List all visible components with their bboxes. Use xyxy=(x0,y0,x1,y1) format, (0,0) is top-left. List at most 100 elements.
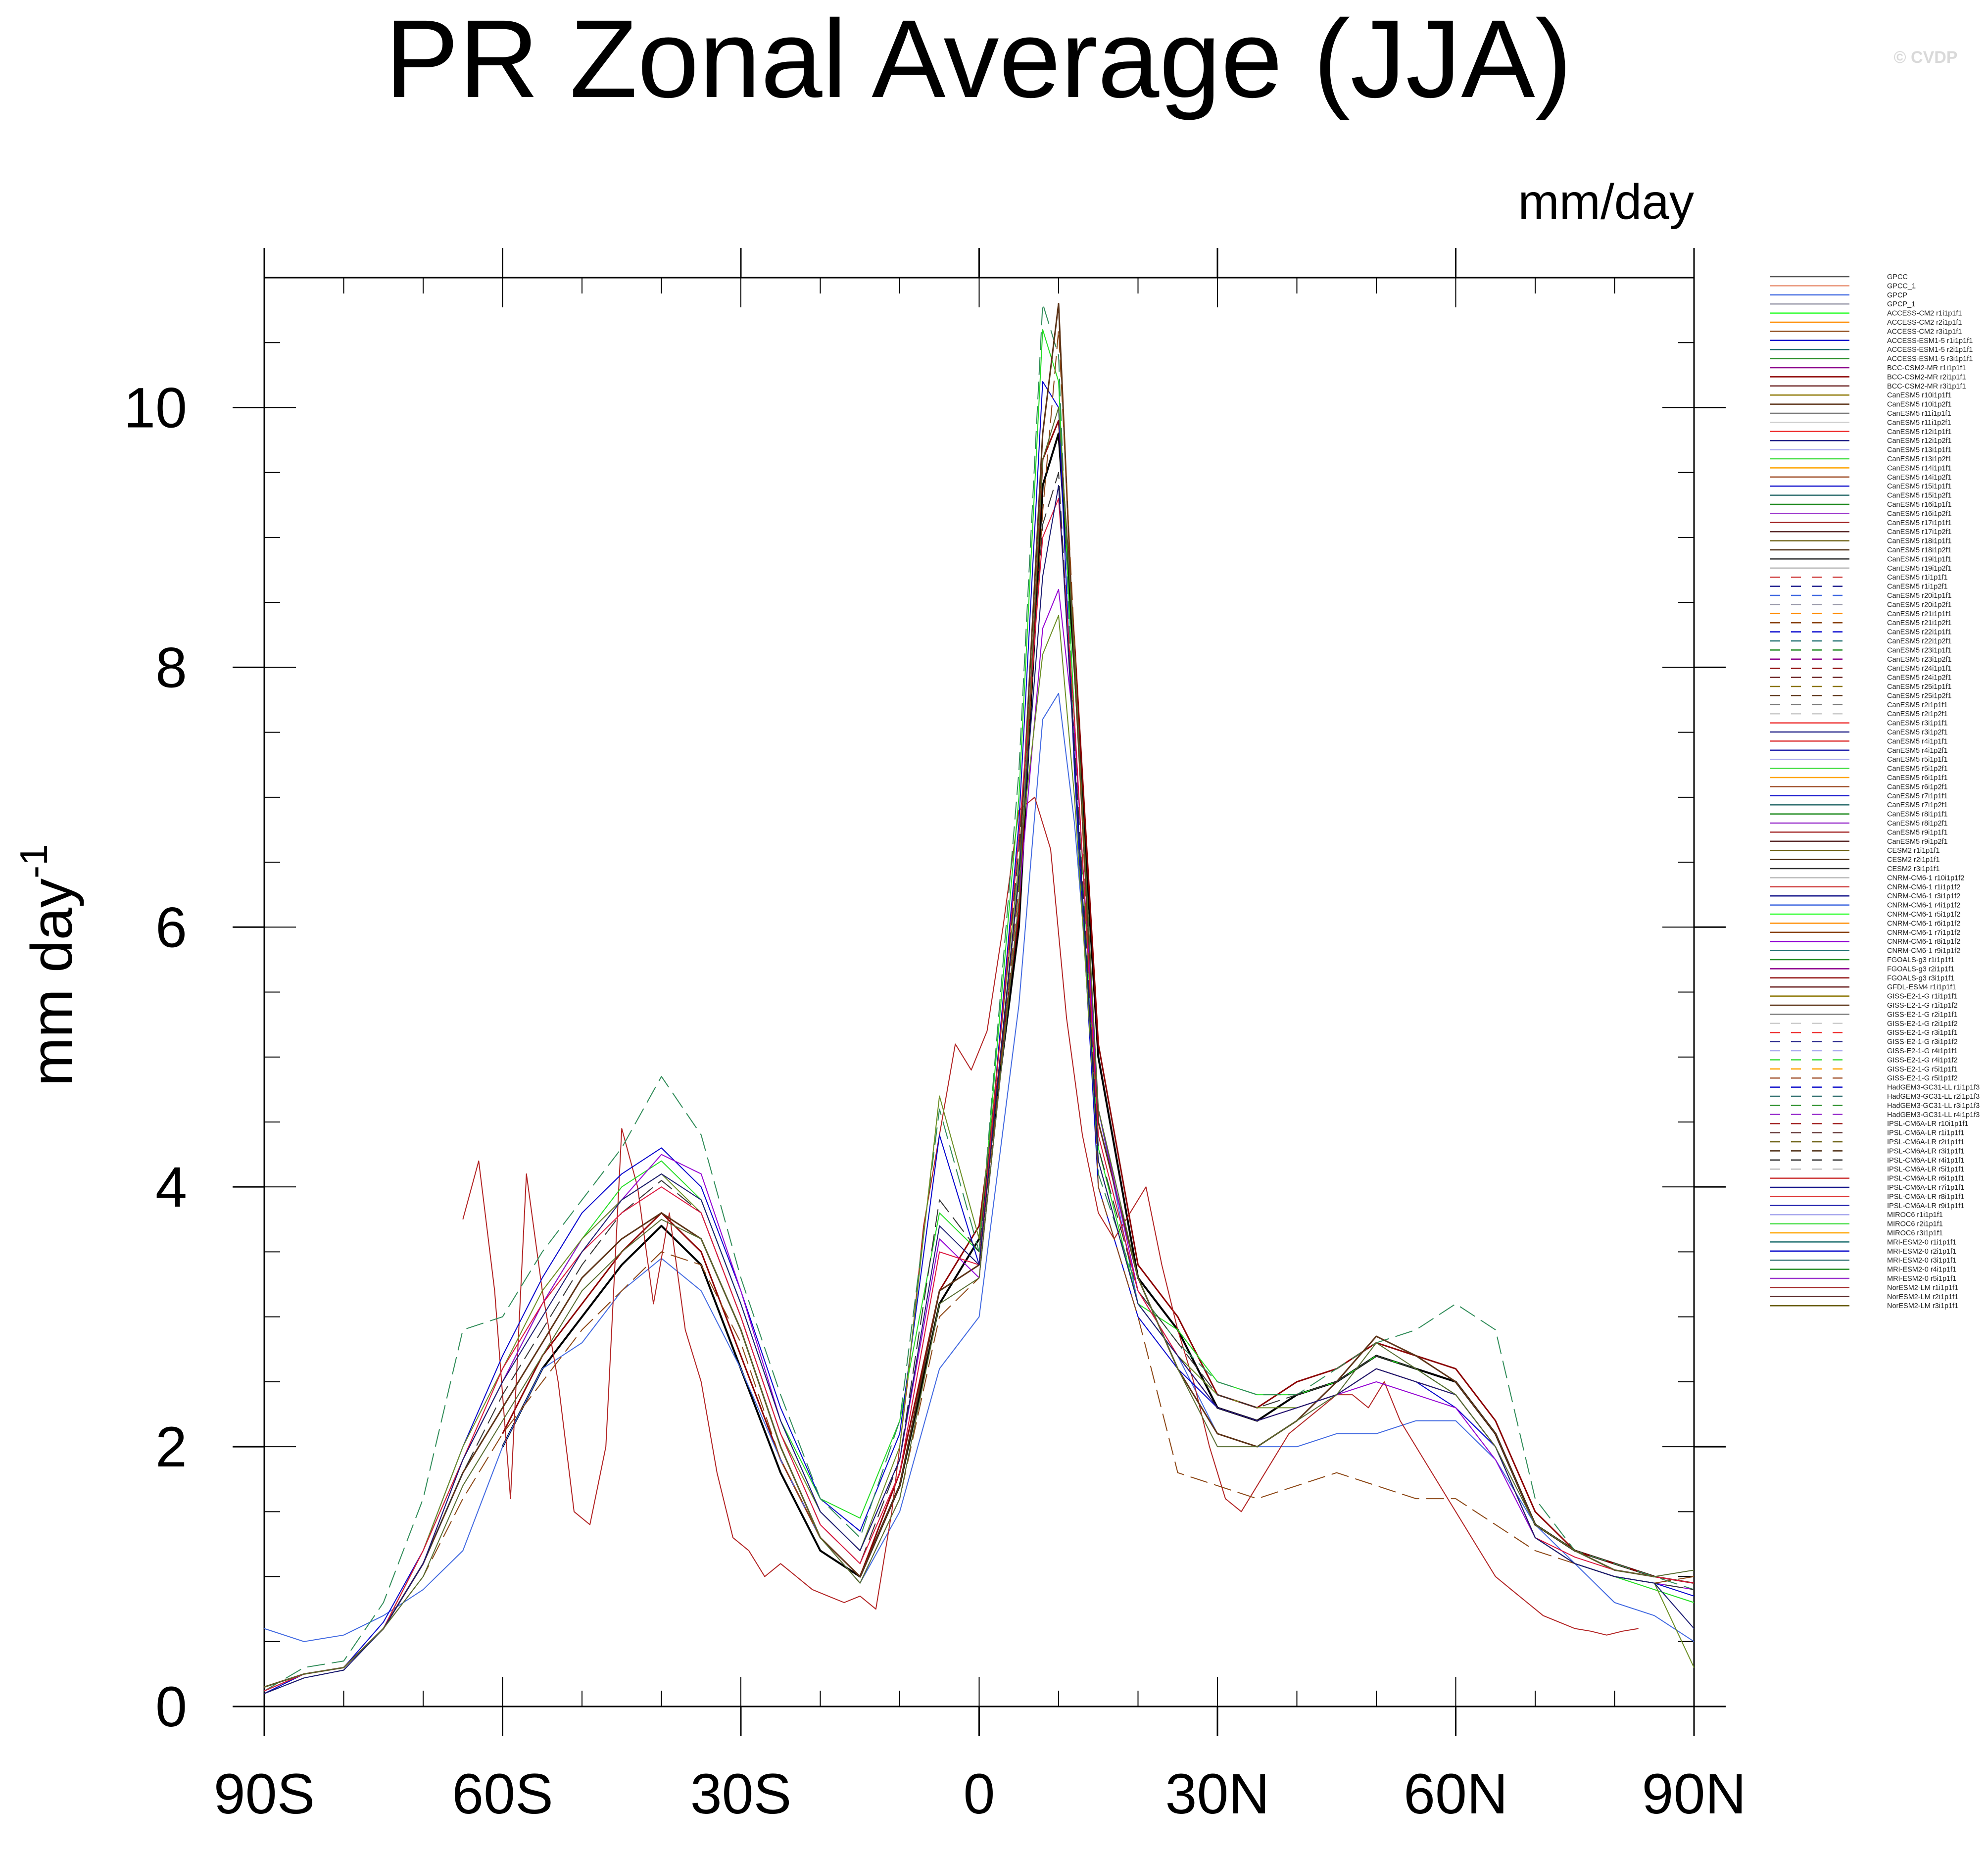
legend-label: CanESM5 r7i1p2f1 xyxy=(1887,801,1948,809)
y-tick-label: 4 xyxy=(155,1156,187,1219)
legend-label: CanESM5 r19i1p2f1 xyxy=(1887,565,1952,573)
legend-label: CanESM5 r20i1p1f1 xyxy=(1887,592,1952,600)
legend-label: CESM2 r3i1p1f1 xyxy=(1887,865,1940,873)
legend-label: CanESM5 r6i1p1f1 xyxy=(1887,774,1948,782)
legend-label: CanESM5 r12i1p2f1 xyxy=(1887,437,1952,445)
legend-label: ACCESS-CM2 r2i1p1f1 xyxy=(1887,319,1962,327)
series-line-mri-esm2-0-r1i1p1f1 xyxy=(264,485,1695,1694)
legend-label: GFDL-ESM4 r1i1p1f1 xyxy=(1887,983,1956,991)
legend-label: CanESM5 r13i1p2f1 xyxy=(1887,455,1952,463)
legend-label: CanESM5 r7i1p1f1 xyxy=(1887,792,1948,800)
legend-label: NorESM2-LM r3i1p1f1 xyxy=(1887,1302,1958,1310)
legend-label: GISS-E2-1-G r5i1p1f1 xyxy=(1887,1066,1958,1073)
x-tick-label: 30S xyxy=(690,1762,792,1826)
legend-label: CNRM-CM6-1 r8i1p1f2 xyxy=(1887,938,1960,946)
legend-label: HadGEM3-GC31-LL r4i1p1f3 xyxy=(1887,1111,1980,1119)
legend-label: GPCC_1 xyxy=(1887,282,1916,290)
y-tick-label: 10 xyxy=(124,376,187,439)
legend-label: GISS-E2-1-G r3i1p1f2 xyxy=(1887,1038,1958,1046)
legend-label: CanESM5 r2i1p2f1 xyxy=(1887,710,1948,718)
legend-label: CanESM5 r3i1p2f1 xyxy=(1887,729,1948,736)
legend-label: GISS-E2-1-G r4i1p1f1 xyxy=(1887,1047,1958,1055)
series-line-giss-e2-1-g-r1i1p1f1 xyxy=(264,615,1695,1692)
series-line-noresm2-lm-r1i1p1f1 xyxy=(264,407,1695,1688)
legend-label: CanESM5 r11i1p1f1 xyxy=(1887,410,1951,418)
legend-label: CanESM5 r8i1p2f1 xyxy=(1887,820,1948,828)
chart-title: PR Zonal Average (JJA) xyxy=(385,0,1572,121)
series-line-fgoals-g3-r1i1p1f1 xyxy=(264,329,1695,1688)
legend-label: CanESM5 r14i1p2f1 xyxy=(1887,474,1952,482)
y-tick-label: 2 xyxy=(155,1415,187,1479)
x-tick-label: 60S xyxy=(452,1762,553,1826)
series-line-cnrm-cm6-1-r1i1p1f2 xyxy=(264,588,1695,1692)
legend-label: CanESM5 r21i1p1f1 xyxy=(1887,610,1952,618)
legend-label: CanESM5 r13i1p1f1 xyxy=(1887,446,1952,454)
legend-label: BCC-CSM2-MR r1i1p1f1 xyxy=(1887,364,1966,372)
svg-text:mm day-1: mm day-1 xyxy=(12,844,85,1086)
legend-label: CanESM5 r18i1p1f1 xyxy=(1887,537,1952,545)
legend-label: CNRM-CM6-1 r9i1p1f2 xyxy=(1887,947,1960,955)
legend-label: CanESM5 r5i1p2f1 xyxy=(1887,765,1948,773)
legend-label: IPSL-CM6A-LR r6i1p1f1 xyxy=(1887,1175,1964,1183)
x-tick-label: 30N xyxy=(1165,1762,1270,1826)
legend-label: GPCP_1 xyxy=(1887,300,1915,308)
legend-label: GISS-E2-1-G r5i1p1f2 xyxy=(1887,1074,1958,1082)
legend-label: CanESM5 r9i1p1f1 xyxy=(1887,829,1948,836)
legend-label: CESM2 r1i1p1f1 xyxy=(1887,847,1940,855)
legend-label: CanESM5 r24i1p2f1 xyxy=(1887,674,1952,682)
legend-label: CanESM5 r10i1p1f1 xyxy=(1887,391,1952,399)
legend-label: CanESM5 r20i1p2f1 xyxy=(1887,601,1952,609)
legend-label: GISS-E2-1-G r3i1p1f1 xyxy=(1887,1029,1958,1037)
legend-label: CanESM5 r8i1p1f1 xyxy=(1887,811,1948,819)
legend-label: CanESM5 r4i1p1f1 xyxy=(1887,737,1948,745)
legend-label: FGOALS-g3 r2i1p1f1 xyxy=(1887,965,1954,973)
legend-label: GPCP xyxy=(1887,292,1907,299)
legend-label: GISS-E2-1-G r2i1p1f2 xyxy=(1887,1020,1958,1028)
x-tick-label: 0 xyxy=(964,1762,995,1826)
legend-label: CanESM5 r23i1p2f1 xyxy=(1887,656,1952,664)
y-tick-label: 0 xyxy=(155,1675,187,1739)
series-line-gpcc xyxy=(501,432,1655,1578)
legend-label: MRI-ESM2-0 r3i1p1f1 xyxy=(1887,1257,1956,1265)
series-line-canesm5-r1i1p1f1 xyxy=(264,381,1695,1694)
legend-label: ACCESS-CM2 r1i1p1f1 xyxy=(1887,310,1962,318)
series-line-canesm5-r2i1p2f1 xyxy=(264,303,1695,1692)
legend-label: CNRM-CM6-1 r1i1p1f2 xyxy=(1887,883,1960,891)
legend-label: MIROC6 r1i1p1f1 xyxy=(1887,1211,1943,1219)
series-line-gpcp xyxy=(264,692,1695,1642)
legend-label: IPSL-CM6A-LR r8i1p1f1 xyxy=(1887,1193,1964,1201)
legend-label: GPCC xyxy=(1887,273,1908,281)
y-axis-label-exponent: -1 xyxy=(12,844,55,878)
legend-label: CanESM5 r1i1p1f1 xyxy=(1887,574,1948,582)
legend-label: MRI-ESM2-0 r4i1p1f1 xyxy=(1887,1266,1956,1274)
series-line-cesm2-r1i1p1f1 xyxy=(264,303,1695,1688)
legend-label: IPSL-CM6A-LR r1i1p1f1 xyxy=(1887,1129,1964,1137)
legend-label: CanESM5 r15i1p2f1 xyxy=(1887,492,1952,500)
legend-label: FGOALS-g3 r3i1p1f1 xyxy=(1887,975,1954,982)
legend-label: IPSL-CM6A-LR r5i1p1f1 xyxy=(1887,1166,1964,1173)
legend-label: ACCESS-CM2 r3i1p1f1 xyxy=(1887,328,1962,336)
legend-label: GISS-E2-1-G r1i1p1f1 xyxy=(1887,993,1958,1001)
legend-label: CanESM5 r11i1p2f1 xyxy=(1887,419,1951,427)
legend-label: IPSL-CM6A-LR r9i1p1f1 xyxy=(1887,1202,1964,1210)
legend-label: CanESM5 r24i1p1f1 xyxy=(1887,665,1952,673)
legend-label: CanESM5 r18i1p2f1 xyxy=(1887,546,1952,554)
legend-label: GISS-E2-1-G r4i1p1f2 xyxy=(1887,1056,1958,1064)
legend-label: CNRM-CM6-1 r5i1p1f2 xyxy=(1887,911,1960,919)
legend-label: GISS-E2-1-G r2i1p1f1 xyxy=(1887,1011,1958,1019)
legend-label: BCC-CSM2-MR r3i1p1f1 xyxy=(1887,383,1966,390)
x-tick-label: 90S xyxy=(214,1762,315,1826)
y-tick-labels: 0 2 4 6 8 10 xyxy=(124,376,187,1739)
legend-label: ACCESS-ESM1-5 r1i1p1f1 xyxy=(1887,337,1973,345)
legend-label: CanESM5 r21i1p2f1 xyxy=(1887,619,1952,627)
legend-label: NorESM2-LM r1i1p1f1 xyxy=(1887,1284,1958,1292)
axis-ticks xyxy=(233,248,1726,1736)
series-line-access-cm2-r1i1p1f1 xyxy=(264,329,1695,1692)
legend-label: CanESM5 r10i1p2f1 xyxy=(1887,401,1952,409)
legend-label: ACCESS-ESM1-5 r3i1p1f1 xyxy=(1887,355,1973,363)
series-line-gpcc-1 xyxy=(502,420,1655,1577)
legend-label: HadGEM3-GC31-LL r1i1p1f3 xyxy=(1887,1084,1980,1092)
legend-label: CanESM5 r2i1p1f1 xyxy=(1887,701,1948,709)
legend-label: CNRM-CM6-1 r6i1p1f2 xyxy=(1887,920,1960,927)
